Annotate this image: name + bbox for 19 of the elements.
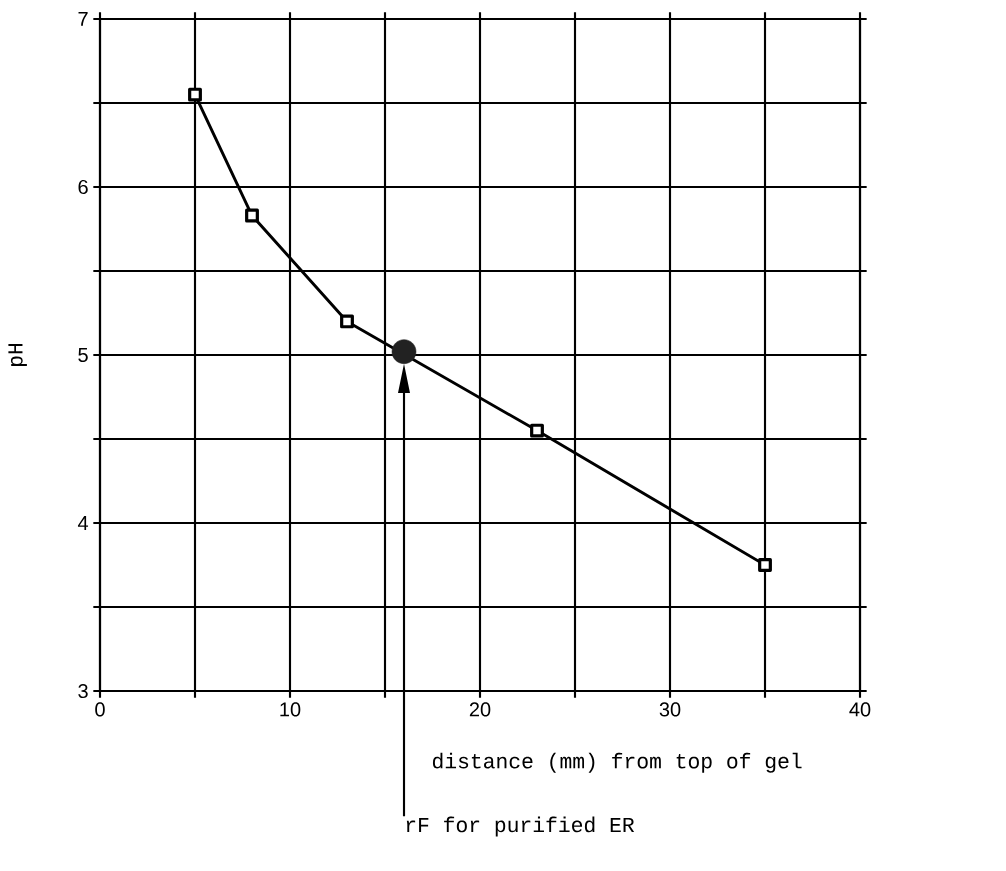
y-tick-label: 5 [78,348,88,362]
point [340,314,354,329]
x-tick-label: 30 [659,702,681,717]
point [188,87,202,102]
y-axis-title: pH [8,343,27,366]
x-axis-title: distance (mm) from top of gel [432,752,802,773]
point [758,558,772,572]
x-tick-label: 40 [849,702,871,717]
y-tick-label: 6 [78,179,88,195]
x-tick-label: 0 [95,702,105,717]
x-tick-label: 20 [469,702,491,717]
point [391,339,417,364]
x-tick-label: 10 [280,702,301,717]
point [245,208,259,223]
text: rF for purified ER [406,816,635,837]
point [530,423,544,438]
y-tick-label: 7 [78,12,88,26]
y-tick-label: 3 [78,683,88,699]
y-tick-label: 4 [77,516,89,530]
